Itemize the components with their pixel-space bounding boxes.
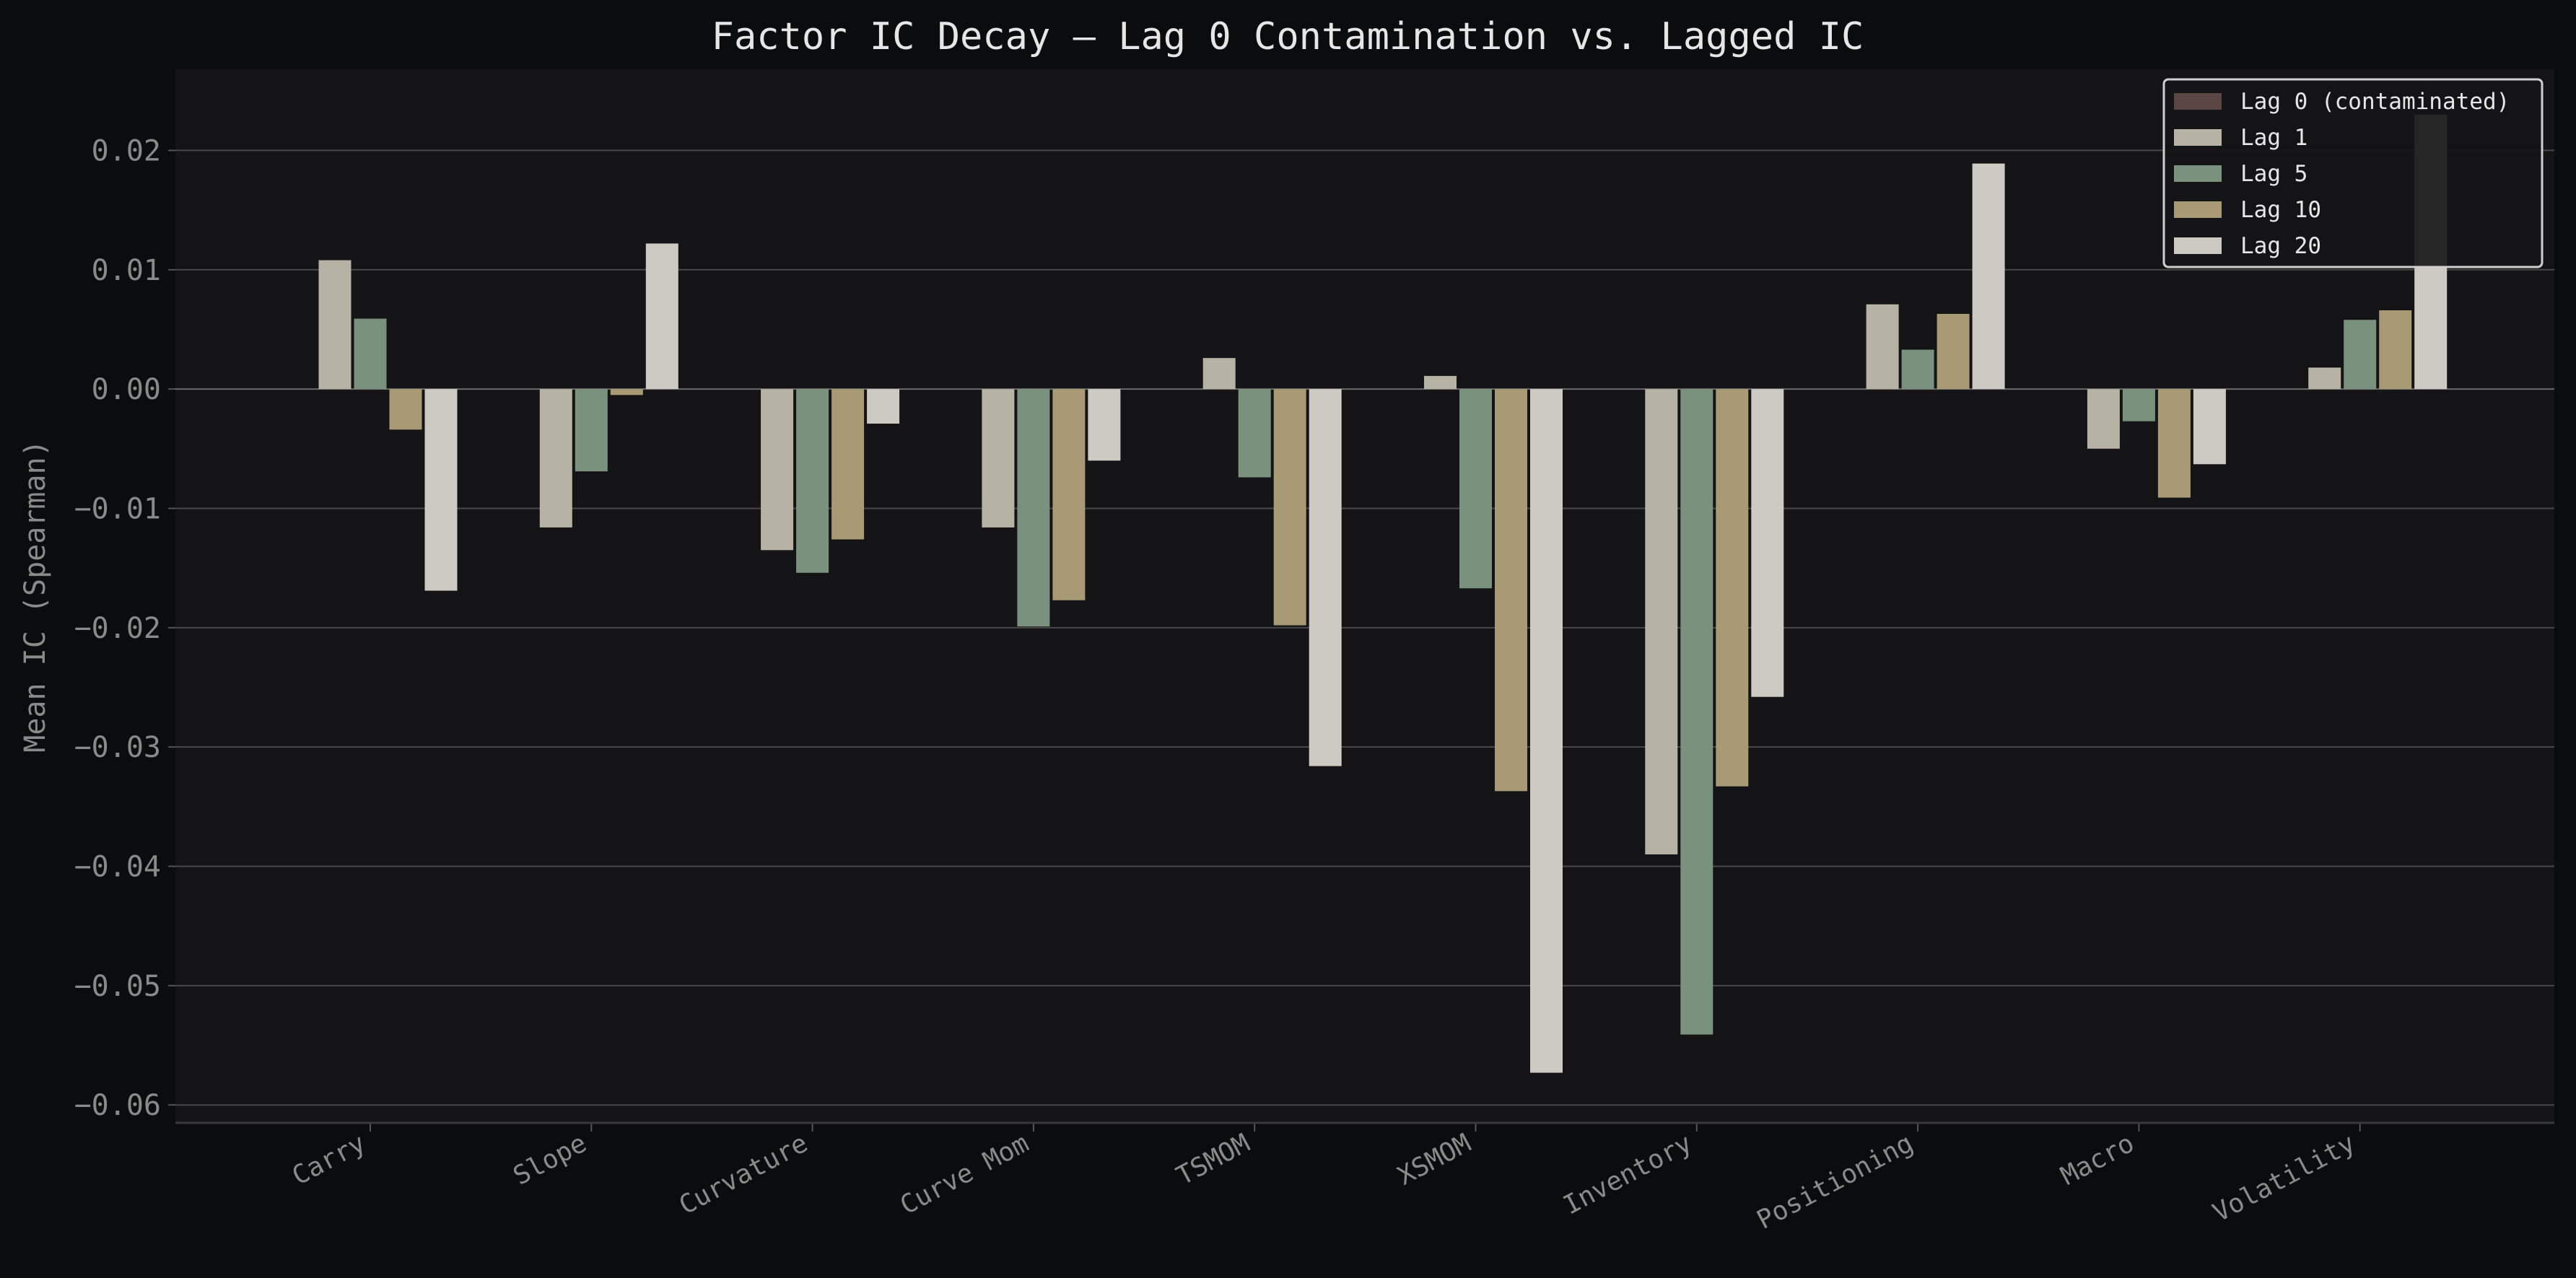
bar-carry-lag-5 (354, 318, 387, 390)
bar-inventory-lag-1 (1645, 389, 1678, 854)
plot-area (175, 69, 2554, 1123)
legend-label: Lag 5 (2240, 161, 2308, 187)
legend-swatch (2174, 201, 2222, 218)
bar-volatility-lag-1 (2308, 367, 2341, 390)
bar-curvature-lag-5 (796, 389, 829, 573)
bar-tsmom-lag-5 (1238, 389, 1271, 478)
bar-macro-lag-1 (2087, 389, 2120, 449)
y-tick-label: −0.04 (74, 851, 161, 884)
bar-xsmom-lag-5 (1459, 389, 1492, 589)
y-axis-label: Mean IC (Spearman) (19, 439, 52, 752)
legend-swatch (2174, 237, 2222, 254)
legend-swatch (2174, 93, 2222, 110)
bar-volatility-lag-10 (2379, 310, 2412, 390)
legend-label: Lag 0 (contaminated) (2240, 89, 2510, 115)
y-tick-label: 0.01 (92, 254, 161, 287)
bar-positioning-lag-20 (1972, 163, 2005, 390)
y-tick-label: −0.01 (74, 492, 161, 525)
y-tick-label: −0.06 (74, 1089, 161, 1122)
legend-label: Lag 10 (2240, 197, 2321, 223)
chart-title: Factor IC Decay — Lag 0 Contamination vs… (712, 15, 1864, 58)
bar-carry-lag-20 (424, 389, 458, 591)
bar-macro-lag-10 (2157, 389, 2191, 498)
y-tick-label: −0.05 (74, 970, 161, 1003)
legend-swatch (2174, 129, 2222, 146)
y-tick-label: −0.02 (74, 612, 161, 645)
bar-curve-mom-lag-1 (982, 389, 1015, 528)
legend-box (2162, 78, 2544, 268)
bar-positioning-lag-10 (1937, 313, 1970, 390)
bar-slope-lag-10 (610, 389, 643, 395)
bar-positioning-lag-1 (1866, 304, 1899, 390)
bar-xsmom-lag-20 (1530, 389, 1563, 1073)
bar-inventory-lag-10 (1716, 389, 1749, 787)
y-tick-label: −0.03 (74, 731, 161, 764)
bar-slope-lag-1 (539, 389, 572, 528)
bar-curvature-lag-10 (831, 389, 865, 540)
bar-tsmom-lag-20 (1309, 389, 1342, 766)
bar-tsmom-lag-10 (1273, 389, 1306, 626)
bar-curve-mom-lag-10 (1052, 389, 1086, 600)
bar-slope-lag-5 (575, 389, 608, 472)
bar-macro-lag-5 (2122, 389, 2155, 421)
bar-inventory-lag-5 (1680, 389, 1713, 1035)
y-axis-ticks: 0.02 0.01 0.00 −0.01 −0.02 −0.03 −0.04 −0.05 −0.… (74, 134, 175, 1122)
legend-label: Lag 20 (2240, 233, 2321, 259)
bar-positioning-lag-5 (1901, 349, 1934, 390)
bar-carry-lag-1 (318, 260, 352, 390)
bar-tsmom-lag-1 (1202, 358, 1236, 390)
bar-slope-lag-20 (645, 243, 678, 390)
legend-swatch (2174, 165, 2222, 182)
legend: Lag 0 (contaminated) Lag 1 Lag 5 Lag 10 Lag … (2162, 78, 2544, 268)
bar-curve-mom-lag-5 (1017, 389, 1050, 627)
bar-volatility-lag-5 (2344, 320, 2377, 390)
bar-curve-mom-lag-20 (1088, 389, 1121, 461)
bar-inventory-lag-20 (1751, 389, 1784, 697)
bar-carry-lag-10 (389, 389, 422, 430)
legend-label: Lag 1 (2240, 125, 2308, 151)
grid-lines (175, 149, 2554, 1106)
bar-curvature-lag-1 (761, 389, 794, 551)
bar-xsmom-lag-1 (1424, 375, 1457, 390)
bar-macro-lag-20 (2193, 389, 2226, 465)
bar-xsmom-lag-10 (1495, 389, 1527, 792)
y-tick-label: 0.02 (92, 134, 161, 167)
y-tick-label: 0.00 (92, 373, 161, 406)
bar-curvature-lag-20 (867, 389, 900, 424)
